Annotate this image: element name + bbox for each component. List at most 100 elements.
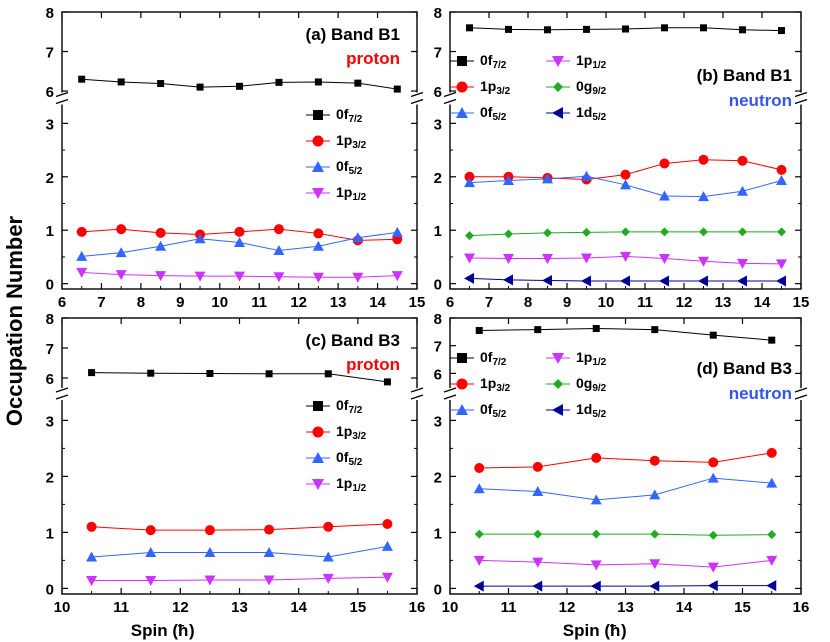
data-point xyxy=(592,325,600,333)
data-point xyxy=(622,25,629,33)
data-point xyxy=(273,272,285,283)
legend-label-base: 0f xyxy=(336,106,349,122)
data-point xyxy=(533,529,543,539)
data-point xyxy=(196,83,204,91)
legend-entry-1p12: 1p1/2 xyxy=(546,349,607,368)
y-tick-label-lower: 3 xyxy=(434,116,442,133)
panel-subtitle: proton xyxy=(346,49,400,68)
data-point xyxy=(737,258,748,269)
series-1p12 xyxy=(76,267,403,283)
axis-break-left-slash-bottom xyxy=(443,98,457,105)
legend-entry-0f72: 0f7/2 xyxy=(450,349,507,368)
panel-title: (d) Band B3 xyxy=(697,359,792,378)
data-point xyxy=(660,227,669,237)
data-point xyxy=(204,547,216,558)
x-tick-label: 8 xyxy=(524,294,532,311)
legend-marker xyxy=(312,188,324,199)
legend-label: 1p1/2 xyxy=(576,349,607,368)
data-point xyxy=(768,336,776,344)
x-axis-label-left: Spin ( ħ ) xyxy=(131,621,195,640)
y-tick-label-lower: 3 xyxy=(46,413,54,430)
x-tick-label: 16 xyxy=(793,599,810,616)
data-point xyxy=(88,369,96,377)
data-point xyxy=(473,555,485,566)
x-tick-label: 13 xyxy=(715,294,732,311)
panel-frame xyxy=(449,11,802,290)
data-point xyxy=(778,27,785,35)
legend-marker xyxy=(313,401,323,411)
data-point xyxy=(391,226,403,237)
axis-break-right-slash-bottom xyxy=(410,394,424,400)
data-point xyxy=(263,575,275,586)
legend-entry-1d52: 1d5/2 xyxy=(546,401,607,420)
series-1d52 xyxy=(464,272,786,287)
legend-marker xyxy=(456,81,468,93)
data-point xyxy=(659,254,670,265)
data-point xyxy=(698,275,708,287)
data-point xyxy=(312,272,324,283)
legend-label-sub: 3/2 xyxy=(352,140,366,151)
axis-break-right-gap xyxy=(412,92,422,105)
data-point xyxy=(157,80,165,88)
data-point xyxy=(581,170,592,181)
data-point xyxy=(194,271,206,282)
x-tick-label: 13 xyxy=(231,599,248,616)
x-tick-label: 9 xyxy=(563,294,571,311)
axis-break-right-slash-bottom xyxy=(794,98,808,105)
axis-break-left-gap xyxy=(57,388,67,400)
data-point xyxy=(698,256,709,267)
legend-entry-0f72: 0f7/2 xyxy=(306,397,363,416)
data-point xyxy=(381,540,393,551)
data-point xyxy=(766,580,777,592)
data-point xyxy=(651,326,659,334)
legend-label-sub: 9/2 xyxy=(592,86,606,97)
data-point xyxy=(767,530,777,540)
legend-label-base: 0f xyxy=(336,449,349,465)
legend-label-sub: 3/2 xyxy=(496,86,510,97)
x-tick-label: 7 xyxy=(485,294,493,311)
data-point xyxy=(650,529,660,539)
legend-marker xyxy=(312,479,324,490)
figure-y-axis-label: Occupation Number xyxy=(2,215,27,426)
legend-label-base: 0f xyxy=(480,401,493,417)
legend-marker xyxy=(552,107,563,119)
legend-marker xyxy=(313,110,323,120)
data-point xyxy=(473,483,485,494)
axis-break-right-slash-top xyxy=(410,91,424,98)
data-point xyxy=(116,224,127,235)
legend-marker xyxy=(456,378,468,390)
legend-label-sub: 3/2 xyxy=(496,383,510,394)
legend-label-base: 0f xyxy=(480,104,493,120)
panel-subtitle: neutron xyxy=(729,384,792,403)
series-line xyxy=(479,477,772,501)
y-tick-label-upper: 8 xyxy=(434,311,442,328)
data-point xyxy=(738,227,747,237)
y-tick-label-lower: 0 xyxy=(46,581,54,598)
y-tick-label-lower: 3 xyxy=(46,116,54,133)
x-tick-label: 6 xyxy=(446,294,454,311)
legend-label-base: 1p xyxy=(336,423,352,439)
data-point xyxy=(532,461,543,472)
data-point xyxy=(265,370,273,378)
data-point xyxy=(621,227,630,237)
legend-label-sub: 1/2 xyxy=(592,60,606,71)
data-point xyxy=(464,253,475,264)
y-tick-label-upper: 7 xyxy=(46,341,54,358)
x-tick-label: 12 xyxy=(559,599,576,616)
data-point xyxy=(582,227,591,237)
y-tick-label-upper: 8 xyxy=(434,5,442,22)
data-point xyxy=(194,233,206,244)
y-tick-label-lower: 1 xyxy=(46,525,54,542)
legend-entry-1p12: 1p1/2 xyxy=(306,184,367,203)
series-0f52 xyxy=(86,540,393,562)
axis-break-right-slash-top xyxy=(794,387,808,393)
data-point xyxy=(737,185,748,196)
data-point xyxy=(590,580,601,592)
data-point xyxy=(776,259,787,270)
y-tick-label-lower: 2 xyxy=(46,170,54,187)
data-point xyxy=(649,455,660,466)
series-1p12 xyxy=(473,555,778,573)
legend-label: 1p3/2 xyxy=(336,132,367,151)
